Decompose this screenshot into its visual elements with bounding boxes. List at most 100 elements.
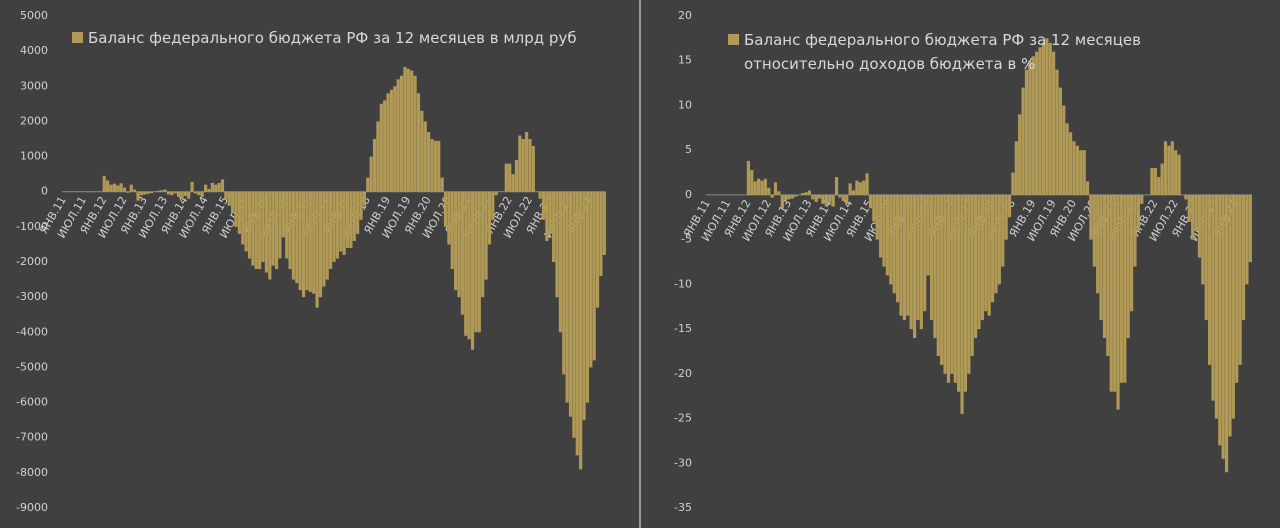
bar <box>1248 194 1252 262</box>
bar <box>214 184 218 192</box>
bar <box>106 180 110 192</box>
bar <box>443 191 448 227</box>
bar <box>889 194 893 285</box>
bar <box>322 191 326 287</box>
bar <box>589 191 593 368</box>
bar <box>305 191 309 291</box>
bar <box>984 194 988 312</box>
bar <box>254 191 258 270</box>
bar <box>200 191 204 197</box>
bar <box>1092 194 1096 267</box>
bar <box>548 191 552 234</box>
y-tick-label: 20 <box>678 9 692 22</box>
bar <box>332 191 336 262</box>
bar <box>987 194 991 316</box>
bar <box>1184 194 1188 200</box>
bar <box>545 191 549 241</box>
bar <box>787 194 791 200</box>
bar <box>119 183 123 192</box>
bar <box>906 194 910 316</box>
bar <box>1079 150 1083 195</box>
bar <box>1089 194 1093 240</box>
bar <box>1126 194 1130 339</box>
y-tick-label: 2000 <box>20 114 48 127</box>
bar <box>504 163 508 192</box>
y-tick-label: -4000 <box>16 325 48 338</box>
bar <box>899 194 903 316</box>
bar <box>508 163 512 192</box>
bar <box>1201 194 1205 285</box>
bar <box>818 194 822 199</box>
bar <box>756 178 761 195</box>
bar <box>1035 51 1039 195</box>
bar <box>176 191 181 197</box>
bar <box>960 194 964 415</box>
bar <box>329 191 333 270</box>
bar <box>967 194 971 374</box>
bar <box>325 191 329 280</box>
bar <box>1194 194 1198 231</box>
bar <box>477 191 481 333</box>
bar <box>599 191 603 277</box>
bar <box>1014 141 1018 195</box>
bar <box>1238 194 1242 365</box>
bar <box>1106 194 1110 356</box>
bar <box>579 191 583 470</box>
bar <box>521 139 525 192</box>
bar <box>582 191 586 421</box>
bar <box>281 191 285 238</box>
bar <box>430 139 434 192</box>
bar <box>1221 194 1225 459</box>
bar <box>994 194 998 294</box>
bar <box>193 191 198 194</box>
bar <box>237 191 241 234</box>
bar <box>794 194 798 197</box>
bar <box>1177 154 1181 195</box>
bar <box>933 194 937 339</box>
bar <box>841 194 845 202</box>
bar <box>427 131 431 192</box>
bar <box>133 189 137 192</box>
bar <box>342 191 346 255</box>
bar <box>919 194 923 330</box>
bar <box>173 191 177 194</box>
bar <box>369 156 373 192</box>
bar <box>379 103 383 192</box>
y-tick-label: 5 <box>685 143 692 156</box>
bar <box>1011 172 1015 195</box>
bar <box>420 110 424 192</box>
bar <box>274 191 279 270</box>
bar <box>868 194 873 209</box>
y-tick-label: -20 <box>674 367 692 380</box>
y-tick-label: -9000 <box>16 501 48 514</box>
bar <box>575 191 579 456</box>
bar <box>980 194 984 321</box>
y-tick-label: -35 <box>674 501 692 514</box>
bar <box>312 191 316 294</box>
bar <box>470 191 475 350</box>
bar <box>926 194 930 276</box>
bar <box>1109 194 1113 392</box>
bar <box>1211 194 1215 401</box>
bar <box>514 160 519 192</box>
bar <box>339 191 343 252</box>
bar <box>1031 56 1035 195</box>
bar <box>416 93 421 192</box>
bar <box>585 191 590 403</box>
bar <box>1024 69 1029 195</box>
bar <box>838 194 842 198</box>
y-tick-label: -5000 <box>16 360 48 373</box>
bar <box>447 191 451 245</box>
bar <box>268 191 272 280</box>
bar <box>149 191 154 194</box>
bar <box>541 191 546 220</box>
y-tick-label: -3000 <box>16 290 48 303</box>
bar <box>183 191 187 196</box>
bar <box>1245 194 1249 285</box>
bar <box>943 194 947 374</box>
bar <box>143 191 147 195</box>
bar <box>538 191 542 199</box>
bar <box>879 194 883 258</box>
bar <box>349 191 353 248</box>
y-tick-label: 4000 <box>20 44 48 57</box>
